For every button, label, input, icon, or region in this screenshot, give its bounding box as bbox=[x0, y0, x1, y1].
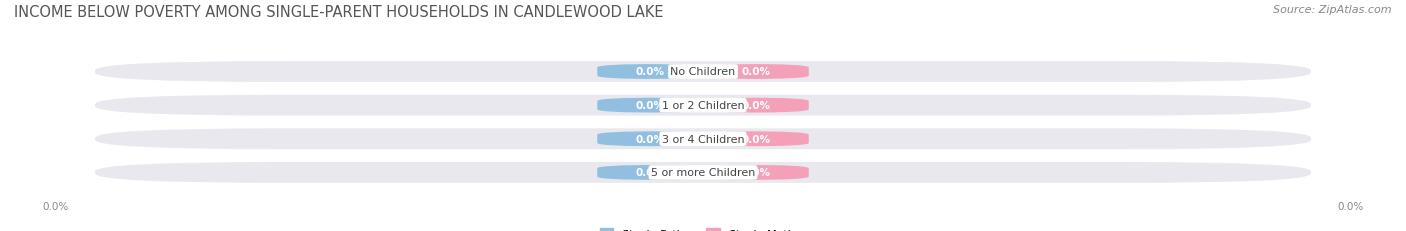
Text: 1 or 2 Children: 1 or 2 Children bbox=[662, 101, 744, 111]
Text: Source: ZipAtlas.com: Source: ZipAtlas.com bbox=[1274, 5, 1392, 15]
FancyBboxPatch shape bbox=[598, 98, 703, 113]
FancyBboxPatch shape bbox=[96, 129, 1310, 149]
FancyBboxPatch shape bbox=[598, 65, 703, 80]
FancyBboxPatch shape bbox=[96, 95, 1310, 116]
Text: 0.0%: 0.0% bbox=[741, 101, 770, 111]
FancyBboxPatch shape bbox=[96, 62, 1310, 82]
Text: 5 or more Children: 5 or more Children bbox=[651, 168, 755, 178]
Text: 0.0%: 0.0% bbox=[741, 134, 770, 144]
Text: 3 or 4 Children: 3 or 4 Children bbox=[662, 134, 744, 144]
Text: 0.0%: 0.0% bbox=[636, 67, 665, 77]
FancyBboxPatch shape bbox=[598, 165, 703, 180]
Text: INCOME BELOW POVERTY AMONG SINGLE-PARENT HOUSEHOLDS IN CANDLEWOOD LAKE: INCOME BELOW POVERTY AMONG SINGLE-PARENT… bbox=[14, 5, 664, 20]
Legend: Single Father, Single Mother: Single Father, Single Mother bbox=[596, 225, 810, 231]
Text: 0.0%: 0.0% bbox=[42, 201, 69, 211]
FancyBboxPatch shape bbox=[598, 132, 703, 147]
FancyBboxPatch shape bbox=[703, 132, 808, 147]
FancyBboxPatch shape bbox=[96, 162, 1310, 183]
Text: 0.0%: 0.0% bbox=[636, 134, 665, 144]
Text: 0.0%: 0.0% bbox=[741, 168, 770, 178]
Text: 0.0%: 0.0% bbox=[1337, 201, 1364, 211]
FancyBboxPatch shape bbox=[703, 98, 808, 113]
FancyBboxPatch shape bbox=[703, 65, 808, 80]
FancyBboxPatch shape bbox=[703, 165, 808, 180]
Text: No Children: No Children bbox=[671, 67, 735, 77]
Text: 0.0%: 0.0% bbox=[636, 101, 665, 111]
Text: 0.0%: 0.0% bbox=[636, 168, 665, 178]
Text: 0.0%: 0.0% bbox=[741, 67, 770, 77]
